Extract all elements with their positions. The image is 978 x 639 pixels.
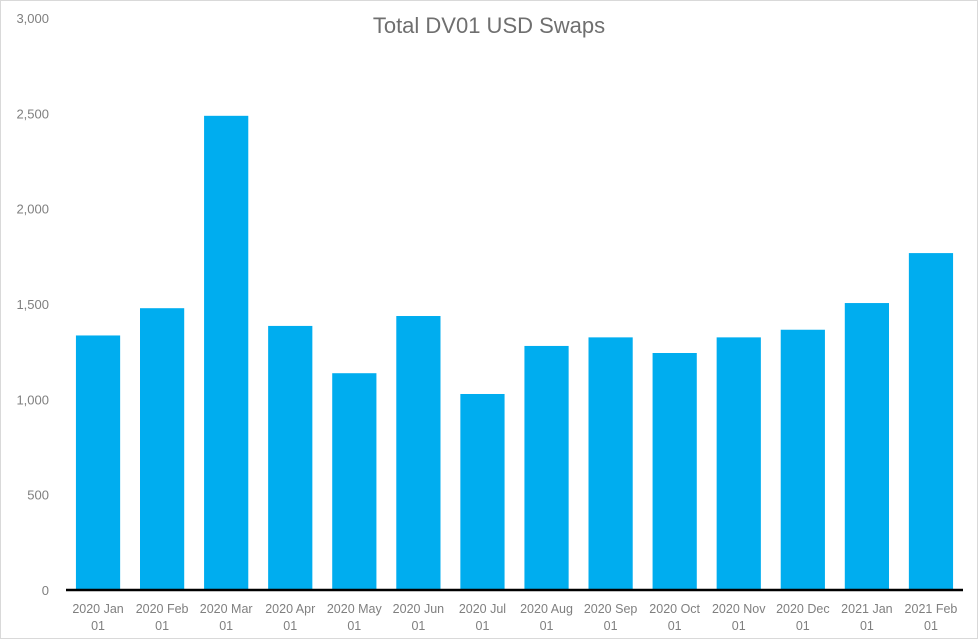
bar <box>844 303 889 590</box>
x-tick-label: 2020 Apr 01 <box>265 602 315 633</box>
bar <box>332 373 377 590</box>
chart-title: Total DV01 USD Swaps <box>373 13 605 38</box>
x-tick-label: 2020 Jun 01 <box>393 602 444 633</box>
y-tick-label: 3,000 <box>16 11 49 26</box>
bar <box>204 115 249 590</box>
x-tick-label: 2020 Nov 01 <box>712 602 766 633</box>
x-tick-label: 2020 May 01 <box>327 602 383 633</box>
y-tick-label: 2,500 <box>16 106 49 121</box>
y-axis: 0 500 1,000 1,500 2,000 2,500 3,000 <box>16 11 49 598</box>
y-tick-label: 500 <box>27 488 49 503</box>
bar <box>268 325 313 590</box>
bar <box>75 335 121 590</box>
bar <box>908 253 954 591</box>
bar <box>396 316 441 590</box>
y-tick-label: 1,000 <box>16 392 49 407</box>
bar <box>588 337 633 590</box>
bar <box>524 345 569 590</box>
x-axis: 2020 Jan 01 2020 Feb 01 2020 Mar 01 2020 Apr 01… <box>66 588 963 633</box>
x-tick-label: 2021 Feb 01 <box>905 602 958 633</box>
x-tick-label: 2020 Mar 01 <box>200 602 253 633</box>
x-tick-label: 2020 Jan 01 <box>72 602 123 633</box>
x-tick-label: 2020 Jul 01 <box>459 602 506 633</box>
x-tick-label: 2020 Feb 01 <box>136 602 189 633</box>
bar <box>780 329 825 590</box>
bar <box>140 308 185 590</box>
x-tick-label: 2020 Oct 01 <box>649 602 700 633</box>
y-tick-label: 2,000 <box>16 202 49 217</box>
bar <box>460 393 505 590</box>
x-tick-label: 2020 Dec 01 <box>776 602 830 633</box>
x-tick-label: 2020 Sep 01 <box>584 602 638 633</box>
x-tick-label: 2021 Jan 01 <box>841 602 892 633</box>
bar <box>652 353 697 590</box>
bars <box>75 115 954 591</box>
bar <box>716 337 761 590</box>
x-tick-label: 2020 Aug 01 <box>520 602 573 633</box>
y-tick-label: 0 <box>42 583 49 598</box>
y-tick-label: 1,500 <box>16 297 49 312</box>
